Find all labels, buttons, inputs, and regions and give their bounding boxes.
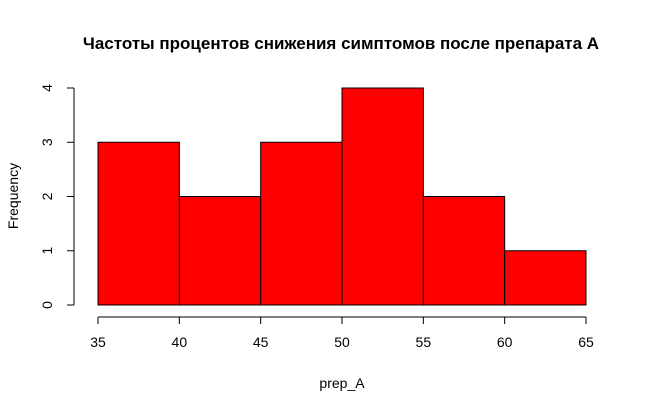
y-axis-label: Frequency	[5, 163, 21, 229]
x-tick-label: 45	[253, 334, 269, 350]
y-tick-label: 4	[39, 84, 55, 92]
y-tick-label: 1	[39, 247, 55, 255]
x-tick-label: 40	[172, 334, 188, 350]
x-tick-label: 35	[90, 334, 106, 350]
histogram-bar-40-45	[178, 196, 262, 306]
x-tick-label: 50	[334, 334, 350, 350]
x-axis-label: prep_A	[319, 375, 365, 391]
chart-title: Частоты процентов снижения симптомов пос…	[83, 34, 599, 53]
histogram-bar-35-40	[97, 141, 180, 306]
y-tick-label: 3	[39, 138, 55, 146]
y-tick-label: 0	[39, 301, 55, 309]
histogram-bar-45-50	[260, 141, 343, 306]
x-tick-label: 55	[416, 334, 432, 350]
bars-group	[97, 87, 587, 306]
y-axis: 0 1 2 3 4	[39, 84, 75, 309]
histogram-bar-50-55	[341, 87, 424, 306]
x-axis: 35 40 45 50 55 60 65	[90, 316, 594, 350]
histogram-bar-55-60	[422, 196, 506, 306]
x-tick-label: 65	[578, 334, 594, 350]
histogram-bar-60-65	[504, 250, 587, 306]
y-tick-label: 2	[39, 192, 55, 200]
x-tick-label: 60	[497, 334, 513, 350]
